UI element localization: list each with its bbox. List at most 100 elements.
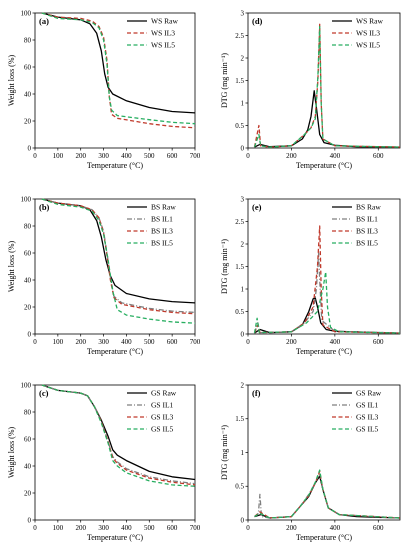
y-tick-label: 60 [24,249,32,257]
panel-label: (b) [39,202,50,212]
x-tick-label: 300 [98,338,109,346]
x-axis-label: Temperature (°C) [87,533,144,542]
legend-entry: GS IL5 [356,425,379,434]
legend-entry: BS IL5 [151,239,173,248]
x-tick-label: 600 [167,152,178,160]
chart-panel: 0 20 40 60 80 100 0 100 200 300 400 500 600 700 Temper… [7,195,201,356]
plot-frame [34,198,196,335]
x-tick-label: 500 [144,524,155,532]
legend-entry: WS IL5 [151,41,175,50]
series-line [253,271,401,334]
x-axis-label: Temperature (°C) [296,533,353,542]
legend-entry: GS Raw [151,389,177,398]
x-tick-label: 0 [33,524,37,532]
panel-label: (a) [39,16,49,26]
y-tick-label: 0.5 [235,483,244,491]
y-tick-label: 1 [241,449,245,457]
x-tick-label: 600 [373,152,384,160]
y-axis-label: Weight loss (%) [7,240,16,292]
x-tick-label: 100 [53,338,64,346]
x-tick-label: 700 [190,524,201,532]
x-tick-label: 700 [190,338,201,346]
y-tick-label: 0 [28,516,32,524]
x-axis-label: Temperature (°C) [87,347,144,356]
y-tick-label: 20 [24,489,32,497]
legend: WS Raw WS IL3 WS IL5 [127,17,178,50]
x-tick-label: 400 [121,338,132,346]
legend-entry: BS Raw [151,203,176,212]
series-line [254,90,401,148]
y-tick-label: 1 [241,99,245,107]
y-axis-label: DTG (mg min⁻¹) [220,53,229,108]
y-tick-label: 2.5 [235,32,244,40]
legend-entry: BS IL5 [356,239,378,248]
y-tick-label: 1.5 [235,263,244,271]
x-tick-label: 200 [286,338,297,346]
legend-entry: GS Raw [356,389,382,398]
x-axis-label: Temperature (°C) [87,161,144,170]
series-line [253,252,401,334]
legend: BS Raw BS IL1 BS IL3 BS IL5 [332,203,381,248]
legend-entry: BS IL1 [356,215,378,224]
y-tick-label: 3 [241,9,245,17]
x-tick-label: 600 [373,338,384,346]
x-tick-label: 500 [144,338,155,346]
x-tick-label: 400 [330,338,341,346]
legend-entry: GS IL5 [151,425,174,434]
y-tick-label: 100 [21,195,32,203]
y-tick-label: 0 [241,144,245,152]
x-tick-label: 0 [246,152,250,160]
x-tick-label: 0 [33,152,37,160]
series-line [254,469,401,519]
x-tick-label: 600 [167,524,178,532]
panel-label: (c) [39,388,49,398]
x-tick-label: 200 [286,524,297,532]
series-line [254,475,401,519]
y-axis-label: DTG (mg min⁻¹) [220,425,229,480]
x-tick-label: 200 [75,152,86,160]
legend-entry: BS IL3 [151,227,173,236]
y-tick-label: 1.5 [235,77,244,85]
legend-entry: GS IL3 [356,413,379,422]
legend-entry: BS Raw [356,203,381,212]
series-line [41,12,196,125]
legend-entry: WS IL3 [151,29,175,38]
y-tick-label: 0 [241,330,245,338]
plot-frame [34,12,196,149]
y-axis-label: Weight loss (%) [7,426,16,478]
x-tick-label: 400 [121,152,132,160]
legend: WS Raw WS IL3 WS IL5 [332,17,383,50]
series-line [253,25,401,148]
x-tick-label: 200 [286,152,297,160]
x-tick-label: 600 [373,524,384,532]
y-tick-label: 0 [241,516,245,524]
y-tick-label: 1.5 [235,415,244,423]
y-tick-label: 2 [241,240,245,248]
y-tick-label: 2 [241,54,245,62]
y-tick-label: 80 [24,36,32,44]
legend-entry: WS Raw [151,17,178,26]
x-tick-label: 100 [53,524,64,532]
plot-frame [34,384,196,521]
chart-panel: 0 0.5 1 1.5 2 2.5 3 0 200 400 600 Temperature (°C) D… [220,9,401,170]
legend: BS Raw BS IL1 BS IL3 BS IL5 [127,203,176,248]
y-tick-label: 100 [21,9,32,17]
chart-panel: 0 20 40 60 80 100 0 100 200 300 400 500 600 700 Temper… [7,9,201,170]
x-tick-label: 100 [53,152,64,160]
y-tick-label: 40 [24,276,32,284]
panel-label: (e) [252,202,262,212]
y-tick-label: 0 [28,144,32,152]
chart-panel: 0 0.5 1 1.5 2 2.5 3 0 200 400 600 Temperature (°C) D… [220,195,401,356]
x-tick-label: 300 [98,524,109,532]
y-tick-label: 60 [24,435,32,443]
y-tick-label: 40 [24,462,32,470]
y-tick-label: 2.5 [235,218,244,226]
legend: GS Raw GS IL1 GS IL3 GS IL5 [127,389,177,434]
x-tick-label: 400 [330,524,341,532]
chart-panel: 0 20 40 60 80 100 0 100 200 300 400 500 600 700 Temper… [7,381,201,542]
y-tick-label: 80 [24,222,32,230]
y-axis-label: Weight loss (%) [7,54,16,106]
y-axis-label: DTG (mg min⁻¹) [220,239,229,294]
y-tick-label: 0 [28,330,32,338]
series-line [254,472,401,519]
